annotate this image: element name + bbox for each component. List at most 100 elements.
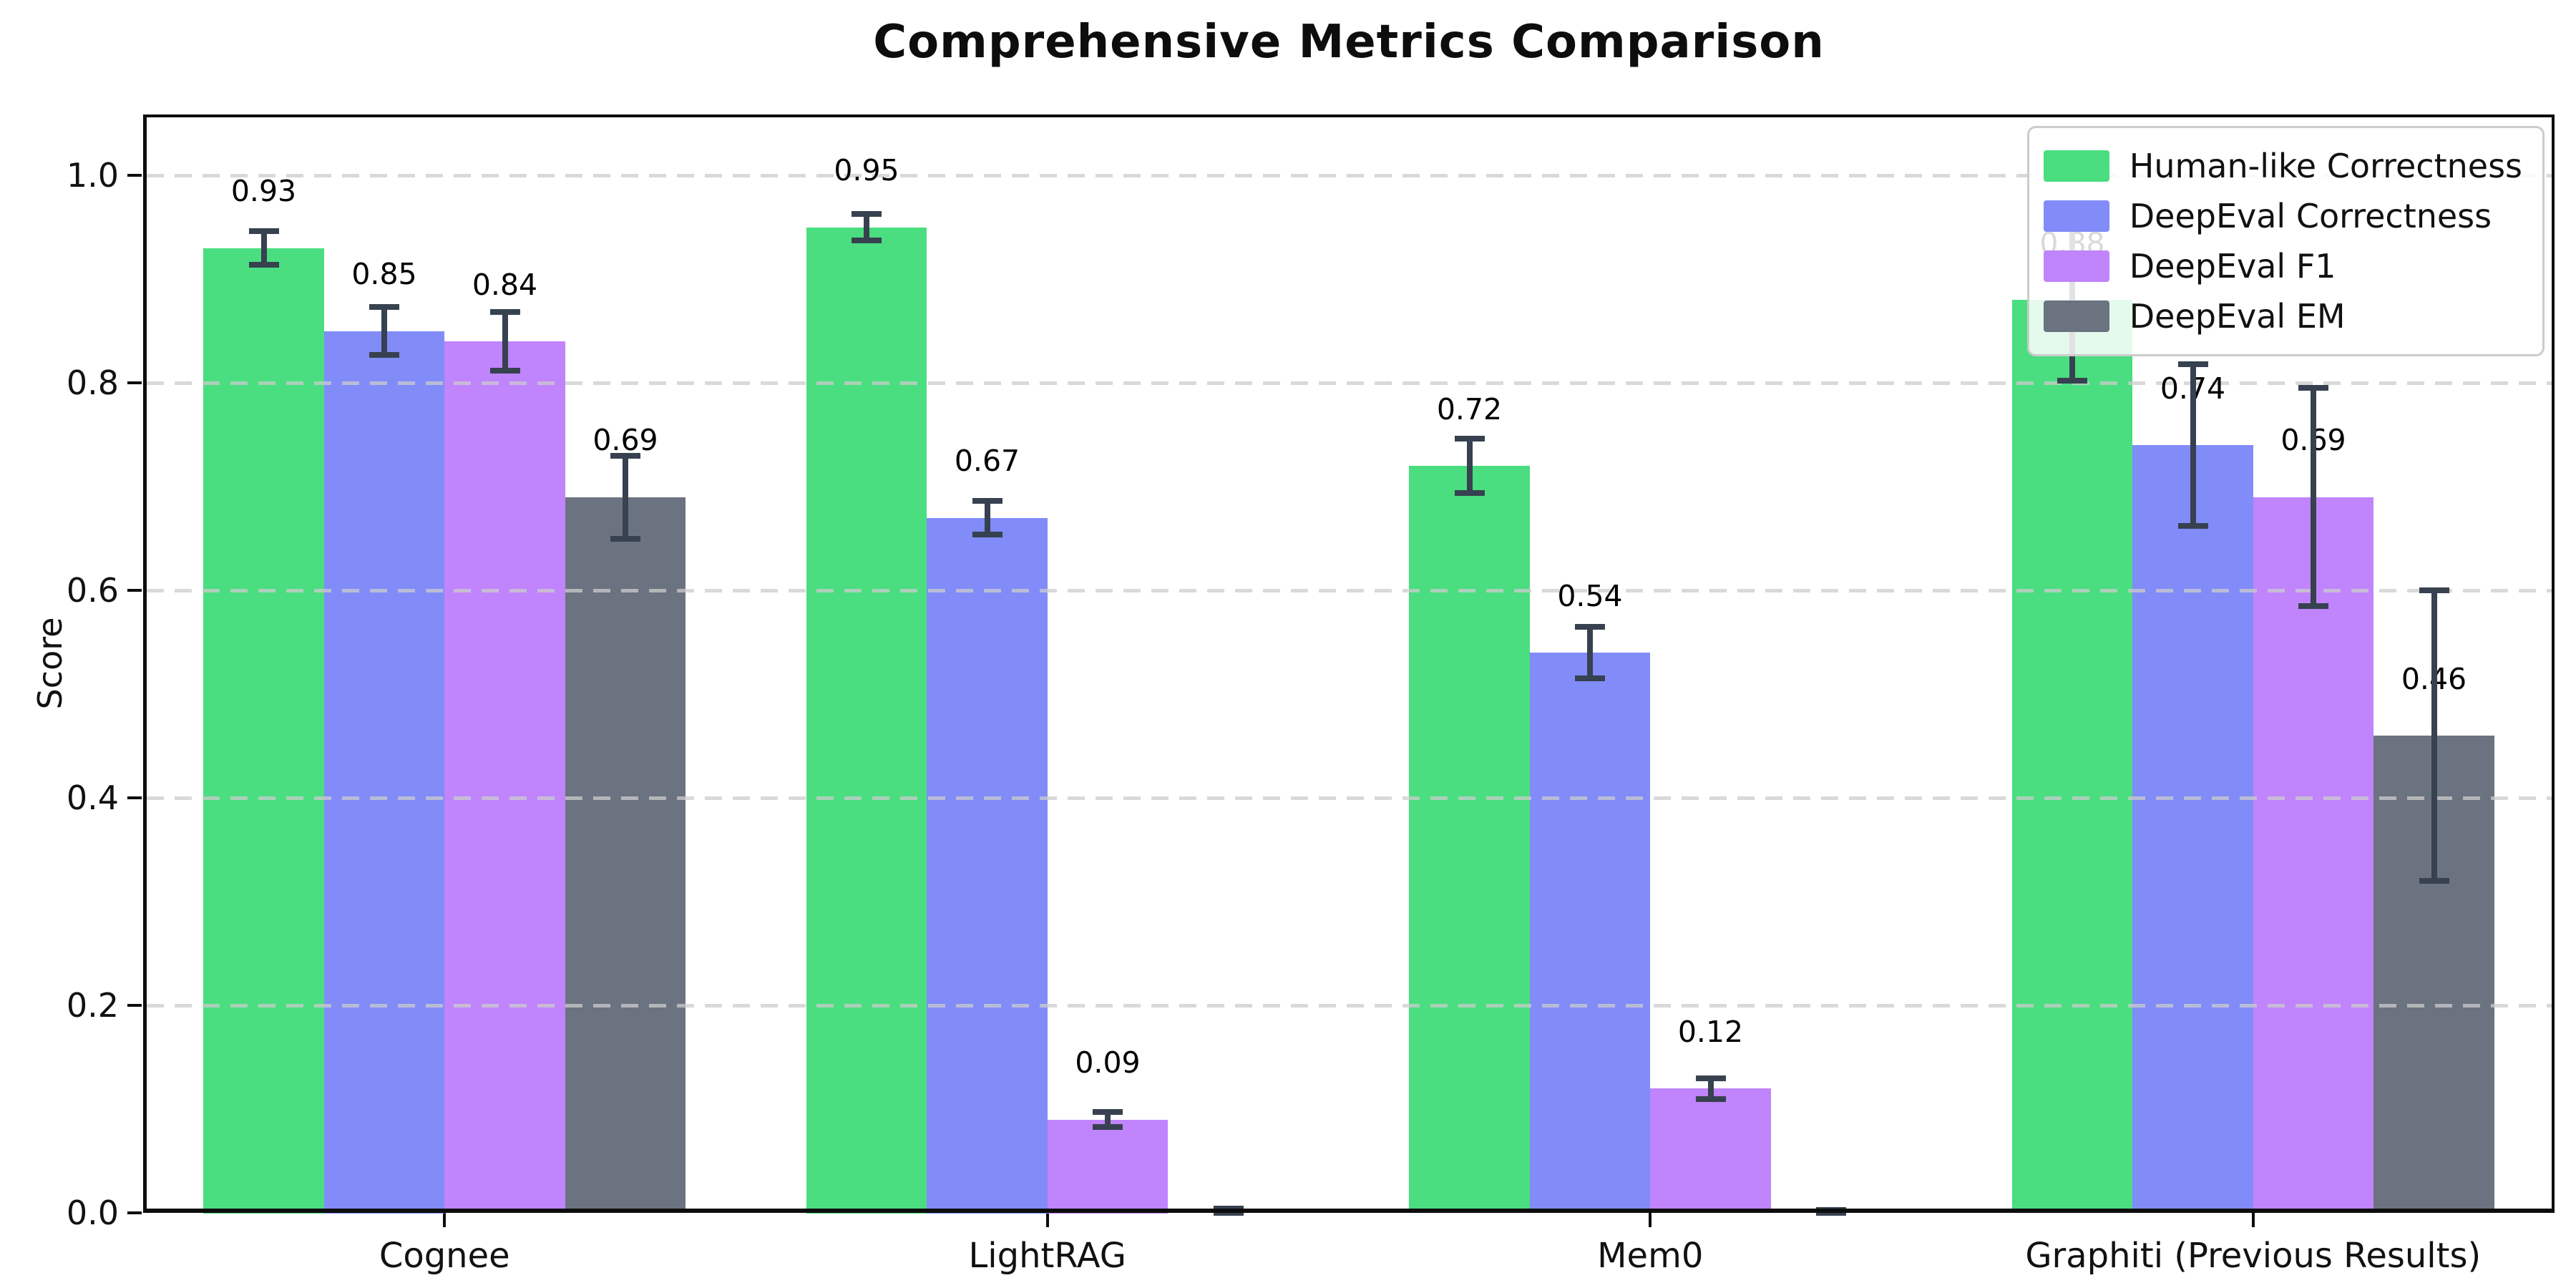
error-bar-cap [2298, 385, 2328, 391]
y-tick [127, 796, 142, 799]
legend: Human-like Correctness DeepEval Correctne… [2026, 126, 2545, 356]
value-label: 0.12 [1677, 1014, 1744, 1049]
x-tick [1045, 1213, 1049, 1227]
bar [2011, 300, 2133, 1213]
x-axis [143, 1209, 2555, 1213]
value-label: 0.95 [834, 153, 899, 188]
x-tick-label: Graphiti (Previous Results) [2025, 1236, 2482, 1276]
legend-item: DeepEval EM [2043, 291, 2522, 341]
error-bar-cap [1575, 675, 1605, 682]
error-bar [1707, 1078, 1714, 1099]
bar [1047, 1119, 1169, 1214]
error-bar-cap [2298, 602, 2328, 609]
legend-swatch [2043, 301, 2109, 332]
bar [444, 341, 565, 1213]
y-axis-label: Score [31, 617, 69, 710]
legend-item: Human-like Correctness [2043, 141, 2522, 191]
chart-title: Comprehensive Metrics Comparison [873, 16, 1825, 69]
error-bar [984, 501, 990, 535]
bar [1409, 466, 1530, 1213]
error-bar-cap [248, 228, 279, 235]
legend-swatch [2043, 150, 2109, 182]
error-bar-cap [2177, 361, 2208, 367]
y-tick-label: 0.6 [66, 571, 119, 610]
value-label: 0.85 [351, 257, 417, 292]
x-tick-label: Mem0 [1597, 1236, 1704, 1276]
y-tick-label: 0.4 [66, 779, 119, 817]
gridline [147, 1004, 2552, 1008]
legend-item: DeepEval F1 [2043, 241, 2522, 291]
gridline [147, 174, 2552, 177]
right-spine [2552, 114, 2555, 1213]
value-label: 0.93 [230, 174, 297, 209]
y-tick-label: 0.2 [66, 986, 119, 1025]
bar [2132, 445, 2253, 1213]
y-tick [127, 174, 142, 177]
error-bar-cap [610, 535, 640, 542]
error-bar-cap [2177, 523, 2208, 530]
value-label: 0.09 [1075, 1045, 1141, 1080]
error-bar [381, 307, 387, 355]
bar [806, 227, 927, 1214]
value-label: 0.84 [472, 267, 538, 302]
error-bar [1466, 439, 1473, 493]
y-tick [127, 589, 142, 592]
left-spine [143, 114, 147, 1213]
error-bar-cap [1093, 1123, 1123, 1130]
error-bar-cap [1816, 1210, 1846, 1216]
legend-label: Human-like Correctness [2129, 147, 2522, 185]
error-bar [864, 213, 869, 241]
x-tick [2251, 1213, 2255, 1227]
value-label: 0.69 [592, 423, 658, 458]
error-bar-cap [1454, 436, 1485, 442]
y-tick [127, 1211, 142, 1214]
error-bar-cap [972, 531, 1002, 537]
error-bar-cap [369, 304, 399, 311]
y-tick [127, 1004, 142, 1007]
bar [2253, 497, 2374, 1213]
error-bar [2311, 388, 2316, 606]
bar [323, 331, 445, 1214]
gridline [147, 381, 2552, 385]
error-bar-cap [1575, 623, 1605, 630]
error-bar-cap [2419, 587, 2449, 593]
x-tick-label: LightRAG [968, 1236, 1126, 1276]
y-tick-label: 0.0 [66, 1194, 119, 1232]
value-label: 0.54 [1557, 578, 1623, 613]
error-bar-cap [2419, 878, 2449, 884]
top-spine [143, 114, 2555, 117]
error-bar-cap [489, 367, 520, 374]
error-bar [260, 231, 267, 265]
bar [927, 517, 1048, 1214]
x-tick-label: Cognee [379, 1236, 510, 1276]
error-bar-cap [2057, 378, 2087, 384]
error-bar-cap [852, 210, 882, 217]
error-bar-cap [610, 452, 640, 459]
legend-label: DeepEval EM [2129, 297, 2346, 336]
legend-item: DeepEval Correctness [2043, 191, 2522, 241]
error-bar [502, 312, 508, 371]
error-bar [2431, 590, 2437, 881]
x-tick [443, 1213, 447, 1227]
error-bar-cap [1213, 1210, 1244, 1216]
plot-area: Human-like Correctness DeepEval Correctne… [143, 114, 2555, 1216]
error-bar-cap [1454, 489, 1485, 496]
error-bar [623, 455, 628, 539]
gridline [147, 796, 2552, 800]
bar [203, 248, 324, 1214]
bar [1650, 1088, 1771, 1213]
error-bar-cap [1093, 1109, 1123, 1116]
bar [565, 497, 686, 1213]
error-bar-cap [972, 498, 1002, 504]
y-tick-label: 0.8 [66, 364, 119, 402]
value-label: 0.67 [954, 444, 1020, 479]
legend-label: DeepEval Correctness [2129, 197, 2492, 235]
error-bar-cap [369, 351, 399, 358]
error-bar [1105, 1112, 1111, 1127]
error-bar [2190, 364, 2196, 527]
bar [1529, 653, 1651, 1213]
error-bar-cap [1695, 1096, 1726, 1102]
error-bar [1587, 626, 1593, 679]
legend-swatch [2043, 250, 2109, 282]
